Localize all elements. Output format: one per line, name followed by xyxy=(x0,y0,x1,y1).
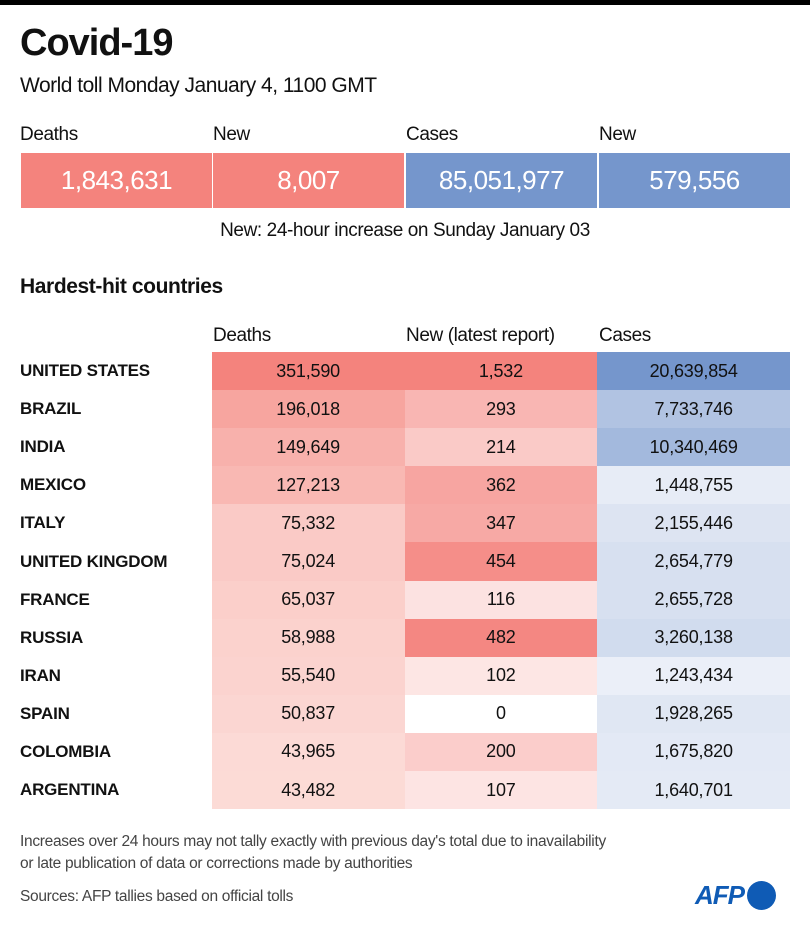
countries-table: UNITED STATES 351,590 1,532 20,639,854 BRAZI… xyxy=(20,352,790,810)
deaths-cell: 75,332 xyxy=(211,504,405,543)
country-name: FRANCE xyxy=(20,589,90,609)
new-deaths-cell: 362 xyxy=(404,466,598,505)
deaths-cell: 65,037 xyxy=(211,580,405,619)
deaths-cell: 127,213 xyxy=(211,466,405,505)
cases-cell: 20,639,854 xyxy=(597,352,790,391)
new-deaths-cell: 482 xyxy=(404,618,598,657)
deaths-cell: 149,649 xyxy=(211,428,405,467)
country-name: BRAZIL xyxy=(20,399,82,419)
cases-cell: 2,655,728 xyxy=(597,580,790,619)
table-row: SPAIN 50,837 0 1,928,265 xyxy=(20,694,790,733)
table-row: BRAZIL 196,018 293 7,733,746 xyxy=(20,390,790,429)
new-deaths-cell: 107 xyxy=(404,771,598,810)
cases-cell: 1,243,434 xyxy=(597,656,790,695)
country-name: ARGENTINA xyxy=(20,780,120,800)
kpi-label-new-cases: New xyxy=(599,124,636,145)
kpi-new-cases: 579,556 xyxy=(599,153,790,208)
kpi-label-new-deaths: New xyxy=(213,124,250,145)
country-name: RUSSIA xyxy=(20,627,84,647)
table-row: FRANCE 65,037 116 2,655,728 xyxy=(20,580,790,619)
footnote-line: Increases over 24 hours may not tally ex… xyxy=(20,833,606,850)
table-row: UNITED KINGDOM 75,024 454 2,654,779 xyxy=(20,542,790,581)
cases-cell: 1,928,265 xyxy=(597,694,790,733)
cases-cell: 2,654,779 xyxy=(597,542,790,581)
country-name: MEXICO xyxy=(20,475,86,495)
table-row: IRAN 55,540 102 1,243,434 xyxy=(20,656,790,695)
deaths-cell: 351,590 xyxy=(211,352,405,391)
country-name: SPAIN xyxy=(20,703,70,723)
country-name: UNITED KINGDOM xyxy=(20,551,168,571)
new-deaths-cell: 0 xyxy=(404,694,598,733)
deaths-cell: 196,018 xyxy=(211,390,405,429)
country-name: COLOMBIA xyxy=(20,741,111,761)
new-deaths-cell: 347 xyxy=(404,504,598,543)
deaths-cell: 58,988 xyxy=(211,618,405,657)
kpi-cases: 85,051,977 xyxy=(406,153,597,208)
new-deaths-cell: 1,532 xyxy=(404,352,598,391)
cases-cell: 1,640,701 xyxy=(597,771,790,810)
cases-cell: 1,448,755 xyxy=(597,466,790,505)
deaths-cell: 55,540 xyxy=(211,656,405,695)
footnote: Increases over 24 hours may not tally ex… xyxy=(20,831,606,875)
page-title: Covid-19 xyxy=(20,22,173,64)
new-deaths-cell: 293 xyxy=(404,390,598,429)
kpi-label-deaths: Deaths xyxy=(20,124,78,145)
table-row: RUSSIA 58,988 482 3,260,138 xyxy=(20,618,790,657)
logo-circle-icon xyxy=(747,881,776,910)
subtitle: World toll Monday January 4, 1100 GMT xyxy=(20,74,377,97)
column-header-new: New (latest report) xyxy=(406,325,555,346)
new-deaths-cell: 200 xyxy=(404,732,598,772)
table-row: ITALY 75,332 347 2,155,446 xyxy=(20,504,790,543)
country-name: INDIA xyxy=(20,437,66,457)
new-deaths-cell: 454 xyxy=(404,542,598,581)
table-row: ARGENTINA 43,482 107 1,640,701 xyxy=(20,771,790,810)
section-title: Hardest-hit countries xyxy=(20,275,223,298)
cases-cell: 1,675,820 xyxy=(597,732,790,772)
deaths-cell: 43,965 xyxy=(211,732,405,772)
table-row: UNITED STATES 351,590 1,532 20,639,854 xyxy=(20,352,790,391)
sources: Sources: AFP tallies based on official t… xyxy=(20,888,294,905)
country-name: ITALY xyxy=(20,513,66,533)
footnote-line: or late publication of data or correctio… xyxy=(20,855,413,872)
cases-cell: 10,340,469 xyxy=(597,428,790,467)
table-row: MEXICO 127,213 362 1,448,755 xyxy=(20,466,790,505)
cases-cell: 2,155,446 xyxy=(597,504,790,543)
new-deaths-cell: 102 xyxy=(404,656,598,695)
cases-cell: 7,733,746 xyxy=(597,390,790,429)
table-row: COLOMBIA 43,965 200 1,675,820 xyxy=(20,732,790,772)
kpi-new-deaths: 8,007 xyxy=(213,153,404,208)
column-header-cases: Cases xyxy=(599,325,651,346)
column-header-deaths: Deaths xyxy=(213,325,271,346)
deaths-cell: 50,837 xyxy=(211,694,405,733)
country-name: UNITED STATES xyxy=(20,361,150,381)
deaths-cell: 43,482 xyxy=(211,771,405,810)
kpi-label-cases: Cases xyxy=(406,124,458,145)
kpi-deaths: 1,843,631 xyxy=(21,153,212,208)
logo-text: AFP xyxy=(695,880,745,910)
top-bar xyxy=(0,0,810,5)
table-row: INDIA 149,649 214 10,340,469 xyxy=(20,428,790,467)
deaths-cell: 75,024 xyxy=(211,542,405,581)
kpi-note: New: 24-hour increase on Sunday January … xyxy=(220,220,590,241)
new-deaths-cell: 116 xyxy=(404,580,598,619)
cases-cell: 3,260,138 xyxy=(597,618,790,657)
afp-logo: AFP xyxy=(695,880,776,911)
new-deaths-cell: 214 xyxy=(404,428,598,467)
country-name: IRAN xyxy=(20,665,61,685)
